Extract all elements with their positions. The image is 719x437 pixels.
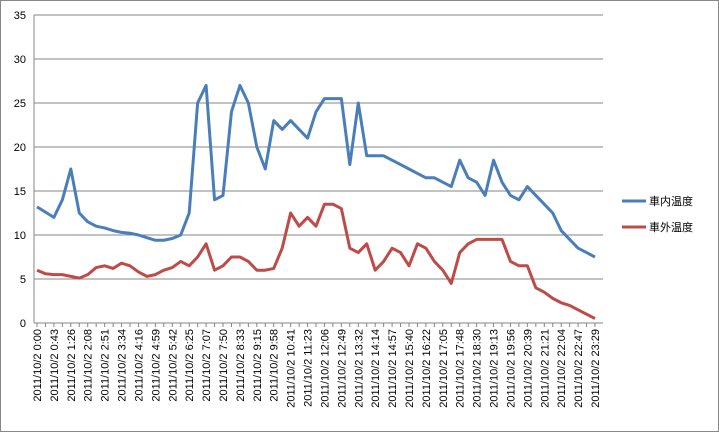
x-tick-label: 2011/10/2 17:05 [438,329,450,408]
x-tick-label: 2011/10/2 19:56 [505,329,517,408]
y-tick-label: 0 [20,318,26,330]
legend-label: 車内温度 [649,194,693,208]
x-tick-label: 2011/10/2 7:07 [201,329,213,402]
y-tick-label: 15 [14,186,26,198]
x-tick-label: 2011/10/2 12:06 [319,329,331,408]
y-tick-label: 5 [20,274,26,286]
x-tick-label: 2011/10/2 4:59 [150,329,162,402]
x-tick-label: 2011/10/2 6:25 [184,329,196,402]
x-tick-label: 2011/10/2 12:49 [336,329,348,408]
x-tick-label: 2011/10/2 11:23 [303,329,315,407]
x-tick-label: 2011/10/2 22:47 [573,329,585,408]
x-tick-label: 2011/10/2 8:33 [235,329,247,402]
x-tick-label: 2011/10/2 10:41 [286,329,298,408]
y-tick-label: 25 [14,98,26,110]
x-tick-label: 2011/10/2 19:13 [489,329,501,408]
y-tick-label: 20 [14,142,26,154]
x-tick-label: 2011/10/2 5:42 [167,329,179,402]
legend-label: 車外温度 [649,220,693,234]
x-tick-label: 2011/10/2 0:00 [32,329,44,402]
x-tick-label: 2011/10/2 13:32 [353,329,365,408]
x-tick-label: 2011/10/2 20:39 [522,329,534,408]
x-tick-label: 2011/10/2 14:57 [387,329,399,408]
x-tick-label: 2011/10/2 15:40 [404,329,416,408]
x-tick-label: 2011/10/2 18:30 [472,329,484,408]
x-tick-label: 2011/10/2 4:16 [133,329,145,402]
x-tick-label: 2011/10/2 9:58 [269,329,281,402]
y-tick-label: 30 [14,54,26,66]
x-tick-label: 2011/10/2 14:14 [370,329,382,408]
x-tick-label: 2011/10/2 16:22 [421,329,433,408]
x-tick-label: 2011/10/2 3:34 [117,329,129,402]
y-tick-label: 10 [14,230,26,242]
x-tick-label: 2011/10/2 2:51 [100,329,112,402]
x-tick-label: 2011/10/2 17:48 [455,329,467,408]
series-line [36,202,596,320]
series-line [36,83,596,259]
x-tick-label: 2011/10/2 2:08 [83,329,95,402]
x-tick-label: 2011/10/2 23:29 [590,329,602,408]
x-tick-label: 2011/10/2 22:04 [556,329,568,408]
x-tick-label: 2011/10/2 0:43 [49,329,61,402]
y-tick-label: 35 [14,10,26,22]
x-tick-label: 2011/10/2 9:15 [252,329,264,402]
x-tick-label: 2011/10/2 21:21 [539,329,551,408]
x-tick-label: 2011/10/2 7:50 [218,329,230,402]
x-tick-label: 2011/10/2 1:26 [66,329,78,402]
